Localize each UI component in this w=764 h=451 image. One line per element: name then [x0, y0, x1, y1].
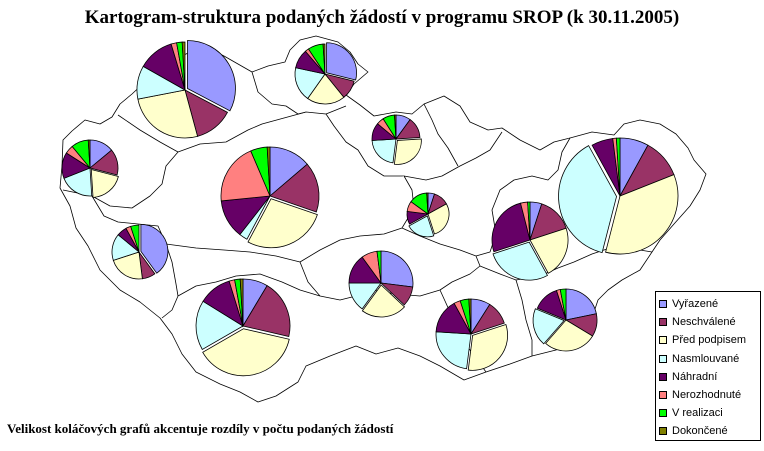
pie-slice	[220, 150, 271, 202]
pie-slice	[371, 138, 397, 164]
legend: Vyřazené Neschválené Před podpisem Nasmlouv…	[655, 291, 761, 441]
region-pie-chart	[371, 114, 422, 165]
pie-slice	[140, 223, 169, 274]
legend-item: Dokončené	[659, 422, 760, 440]
pie-slice	[470, 303, 505, 335]
pie-slice	[527, 201, 531, 241]
pie-slice	[242, 285, 291, 337]
pie-slice	[468, 298, 472, 335]
legend-label: Před podpisem	[672, 334, 746, 347]
pie-slice	[467, 324, 508, 371]
region-pie-chart	[111, 223, 169, 280]
pie-slice	[89, 149, 119, 176]
legend-label: Náhradní	[672, 370, 718, 383]
region-boundary	[299, 261, 321, 297]
legend-swatch	[659, 318, 667, 327]
pie-slice	[435, 331, 472, 370]
region-pie-chart	[348, 250, 414, 318]
legend-label: Dokončené	[672, 425, 728, 438]
pie-slice	[137, 89, 199, 139]
region-boundary	[423, 103, 459, 167]
pie-slice	[376, 250, 382, 284]
region-pie-chart	[532, 288, 598, 352]
pie-slice	[307, 73, 345, 105]
pie-slice	[90, 169, 119, 198]
pie-slice	[605, 174, 679, 255]
pie-slice	[532, 308, 565, 345]
legend-label: Vyřazené	[672, 298, 719, 311]
pie-slice	[394, 114, 397, 140]
pie-slice	[269, 163, 320, 213]
pie-slice	[112, 251, 143, 280]
pie-slice	[426, 192, 429, 215]
map-caption: Velikost koláčových grafů akcentuje rozd…	[7, 421, 394, 436]
pie-slice	[427, 203, 450, 235]
region-pie-chart	[61, 139, 119, 198]
region-pie-chart	[136, 40, 236, 139]
legend-swatch	[659, 354, 667, 363]
region-boundary	[251, 71, 307, 115]
pie-slice	[408, 215, 435, 238]
legend-label: Neschválené	[672, 316, 736, 329]
pie-slice	[379, 282, 414, 306]
region-boundary	[515, 279, 533, 356]
legend-swatch	[659, 409, 667, 418]
pie-slice	[361, 284, 406, 318]
pie-slice	[393, 138, 422, 165]
pie-slice	[545, 319, 594, 352]
pie-slice	[559, 288, 567, 321]
legend-label: Nerozhodnuté	[672, 389, 742, 402]
legend-swatch	[659, 427, 667, 436]
pie-slice	[491, 202, 531, 253]
legend-item: V realizaci	[659, 404, 760, 422]
pie-slice	[247, 198, 318, 249]
region-pie-chart	[491, 201, 569, 281]
legend-item: Nasmlouvané	[659, 350, 760, 368]
pie-slice	[195, 300, 244, 351]
pie-slice	[322, 43, 326, 75]
legend-label: Nasmlouvané	[672, 352, 740, 365]
legend-item: Neschválené	[659, 313, 760, 331]
legend-item: Nerozhodnuté	[659, 386, 760, 404]
pie-slice	[181, 41, 186, 91]
pie-slice	[558, 145, 617, 254]
legend-item: Vyřazené	[659, 295, 760, 313]
pie-slice	[565, 288, 597, 321]
page-title: Kartogram-struktura podaných žádostí v p…	[84, 7, 680, 28]
legend-swatch	[659, 300, 667, 309]
region-pie-chart	[406, 192, 450, 238]
region-pie-chart	[294, 42, 357, 105]
legend-item: Před podpisem	[659, 331, 760, 349]
pie-slice	[266, 146, 271, 197]
legend-item: Náhradní	[659, 368, 760, 386]
region-pie-chart	[435, 298, 508, 371]
pie-slice	[202, 328, 290, 377]
pie-slice	[615, 137, 621, 197]
legend-swatch	[659, 372, 667, 381]
legend-swatch	[659, 391, 667, 400]
legend-swatch	[659, 336, 667, 345]
region-pie-chart	[195, 278, 291, 377]
region-boundary	[439, 255, 481, 291]
pie-slice	[239, 278, 244, 327]
pie-slice	[529, 227, 569, 274]
pie-slice	[380, 250, 414, 288]
pie-slice	[187, 40, 236, 112]
legend-label: V realizaci	[672, 407, 723, 420]
pie-slice	[87, 139, 91, 169]
region-boundary	[117, 114, 179, 153]
pie-slice	[130, 224, 140, 253]
pie-slice	[395, 119, 421, 140]
region-pie-chart	[558, 137, 679, 255]
pie-slice	[326, 42, 357, 81]
region-pie-chart	[220, 146, 320, 249]
region-boundary	[62, 105, 347, 209]
pie-slice	[492, 241, 549, 281]
